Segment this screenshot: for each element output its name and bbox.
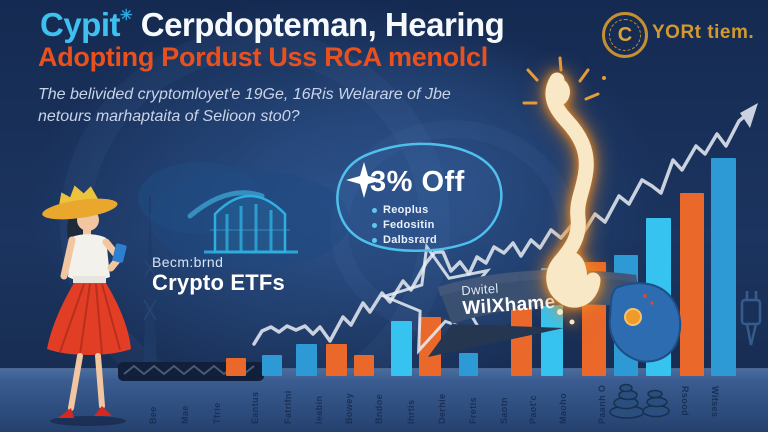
axis-label: Mae [180,405,190,424]
headline-line2: Adopting Pordust Uss RCA menolcl [38,42,488,72]
headline-brand: Cypit [40,6,121,43]
axis-label: Paanh O [597,384,607,424]
bar [511,308,532,376]
bar [680,193,704,376]
stone-stack-icon [609,383,670,419]
badge-bullet-label: Reoplus [383,204,429,216]
axis-label: Tfrie [212,402,222,424]
offer-badge: 3% Off Reoplus Fedositin Dalbsrard [328,140,513,258]
bar [262,355,282,376]
etf-caption-line1: Becm:brnd [152,254,224,270]
bar [711,158,736,376]
badge-blob-outline [336,142,503,252]
axis-label: Paot'c [528,394,538,424]
subheadline: The belivided cryptomloyet'e 19Ge, 16Ris… [38,84,451,129]
bullet-dot-icon [372,237,377,243]
axis-label: Rsood [680,386,690,416]
headline-rest: Cerpdopteman, Hearing [132,6,505,43]
map-sparkles-icon [522,56,606,105]
trend-line [252,109,753,346]
badge-bullet: Fedositin [372,219,437,231]
bar [296,344,317,376]
temple-hologram-icon [138,162,350,270]
axis-label: Fretis [468,397,478,424]
axis-label: Maoho [558,393,568,424]
badge-bullets: Reoplus Fedositin Dalbsrard [372,204,437,249]
bar [459,353,478,376]
axis-label: Bndoe [374,394,384,424]
axis-label: Bowey [344,392,354,424]
badge-bullet: Reoplus [372,204,437,216]
badge-bullet: Dalbsrard [372,234,437,246]
badge-title: 3% Off [370,166,465,198]
trend-arrowhead-icon [740,103,758,128]
bullet-dot-icon [372,222,377,228]
coin-icon: C [602,12,648,58]
axis-label: Ihrtis [406,399,416,424]
headline-asterisk-icon: ✳ [120,7,133,24]
subheadline-line1: The belivided cryptomloyet'e 19Ge, 16Ris… [38,86,451,103]
etf-caption-line2: Crypto ETFs [152,270,285,295]
bar [226,358,246,376]
axis-label: Derhie [437,393,447,424]
sparkle-icon [346,162,382,198]
plug-outline-icon [740,291,762,346]
brand-logo: C YORt tiem. [596,8,766,62]
badge-bullet-label: Dalbsrard [383,234,438,246]
woman-figure [42,185,131,418]
axis-label: Saotn [499,396,509,424]
woman-illustration [42,185,131,426]
etf-caption: Becm:brnd Crypto ETFs [152,254,285,296]
star-outline-icon [380,242,492,355]
bar [354,355,374,376]
subheadline-line2: netours marhaptaita of Selioon sto0? [38,108,300,126]
southern-land-icon [608,282,682,363]
bar [391,321,412,376]
axis-label: Eantus [250,391,260,424]
coin-letter: C [609,19,641,51]
axis-label: Ieabin [314,395,324,424]
badge-bullet-label: Fedositin [383,219,435,231]
axis-label: Witses [710,386,720,418]
bullet-dot-icon [372,207,377,213]
bar [326,344,347,376]
vietnam-map-icon [545,72,601,325]
brand-logo-text: YORt tiem. [652,22,755,43]
headline: Cypit✳ Cerpdopteman, Hearing [40,6,505,44]
axis-label: Fatrifni [283,390,293,424]
